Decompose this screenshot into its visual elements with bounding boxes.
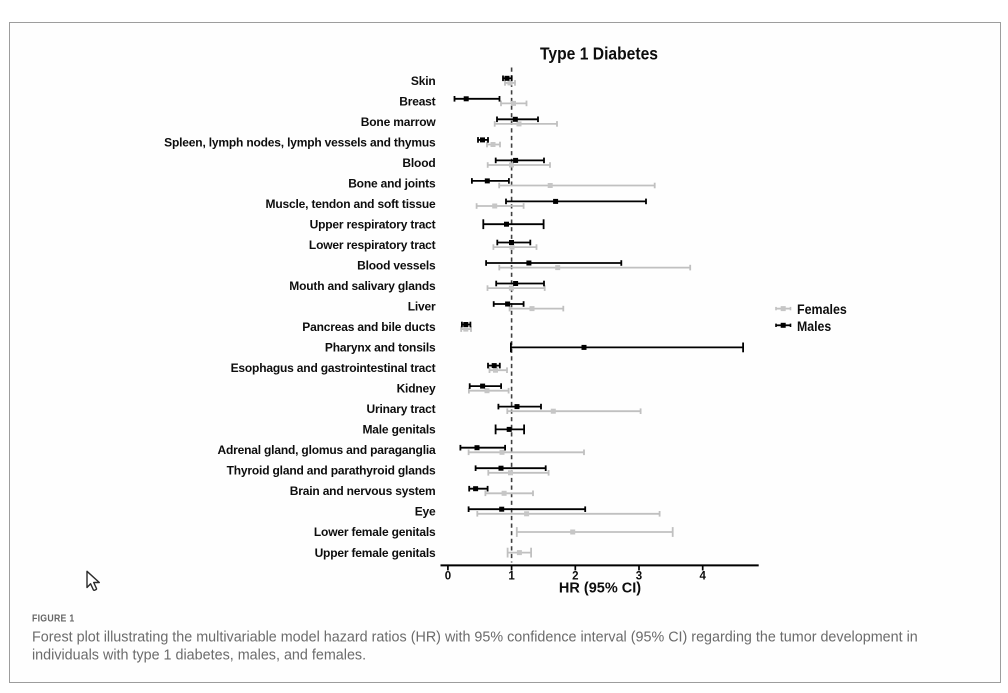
svg-text:Bone and joints: Bone and joints: [348, 176, 436, 190]
svg-text:Pancreas and bile ducts: Pancreas and bile ducts: [302, 320, 436, 334]
svg-text:Brain and nervous system: Brain and nervous system: [290, 484, 436, 498]
svg-text:Kidney: Kidney: [397, 382, 436, 396]
svg-text:Bone marrow: Bone marrow: [361, 115, 437, 129]
svg-text:Thyroid gland and parathyroid: Thyroid gland and parathyroid glands: [227, 464, 436, 478]
svg-text:Females: Females: [797, 302, 847, 317]
svg-text:Urinary tract: Urinary tract: [366, 402, 435, 416]
svg-text:2: 2: [572, 571, 578, 583]
svg-text:individuals with type 1 diabet: individuals with type 1 diabetes, males,…: [32, 648, 366, 664]
svg-text:1: 1: [508, 571, 515, 583]
svg-text:Blood: Blood: [402, 156, 435, 170]
svg-text:3: 3: [636, 571, 642, 583]
svg-text:Lower female genitals: Lower female genitals: [314, 525, 436, 539]
svg-text:Spleen, lymph nodes, lymph ves: Spleen, lymph nodes, lymph vessels and t…: [164, 135, 436, 149]
svg-text:Blood vessels: Blood vessels: [357, 259, 436, 273]
svg-text:HR (95% CI): HR (95% CI): [559, 581, 641, 597]
svg-text:Breast: Breast: [399, 94, 435, 108]
svg-text:Eye: Eye: [415, 505, 436, 519]
svg-text:Esophagus and gastrointestinal: Esophagus and gastrointestinal tract: [231, 361, 436, 375]
svg-text:0: 0: [445, 571, 451, 583]
svg-text:4: 4: [699, 571, 706, 583]
svg-text:Forest plot illustrating the m: Forest plot illustrating the multivariab…: [32, 630, 918, 646]
svg-text:Upper respiratory tract: Upper respiratory tract: [310, 217, 436, 231]
svg-text:Mouth and salivary glands: Mouth and salivary glands: [289, 279, 436, 293]
svg-text:Male genitals: Male genitals: [362, 423, 436, 437]
svg-text:Skin: Skin: [411, 74, 436, 88]
svg-text:Males: Males: [797, 319, 831, 334]
svg-text:Lower respiratory tract: Lower respiratory tract: [309, 238, 436, 252]
svg-text:Pharynx and tonsils: Pharynx and tonsils: [325, 341, 436, 355]
svg-text:Type 1 Diabetes: Type 1 Diabetes: [540, 44, 658, 64]
svg-text:Muscle, tendon and soft tissue: Muscle, tendon and soft tissue: [266, 197, 436, 211]
svg-text:FIGURE 1: FIGURE 1: [32, 614, 75, 625]
svg-text:Liver: Liver: [408, 300, 436, 314]
svg-text:Upper female genitals: Upper female genitals: [315, 546, 436, 560]
svg-text:Adrenal gland, glomus and para: Adrenal gland, glomus and paraganglia: [217, 443, 436, 457]
